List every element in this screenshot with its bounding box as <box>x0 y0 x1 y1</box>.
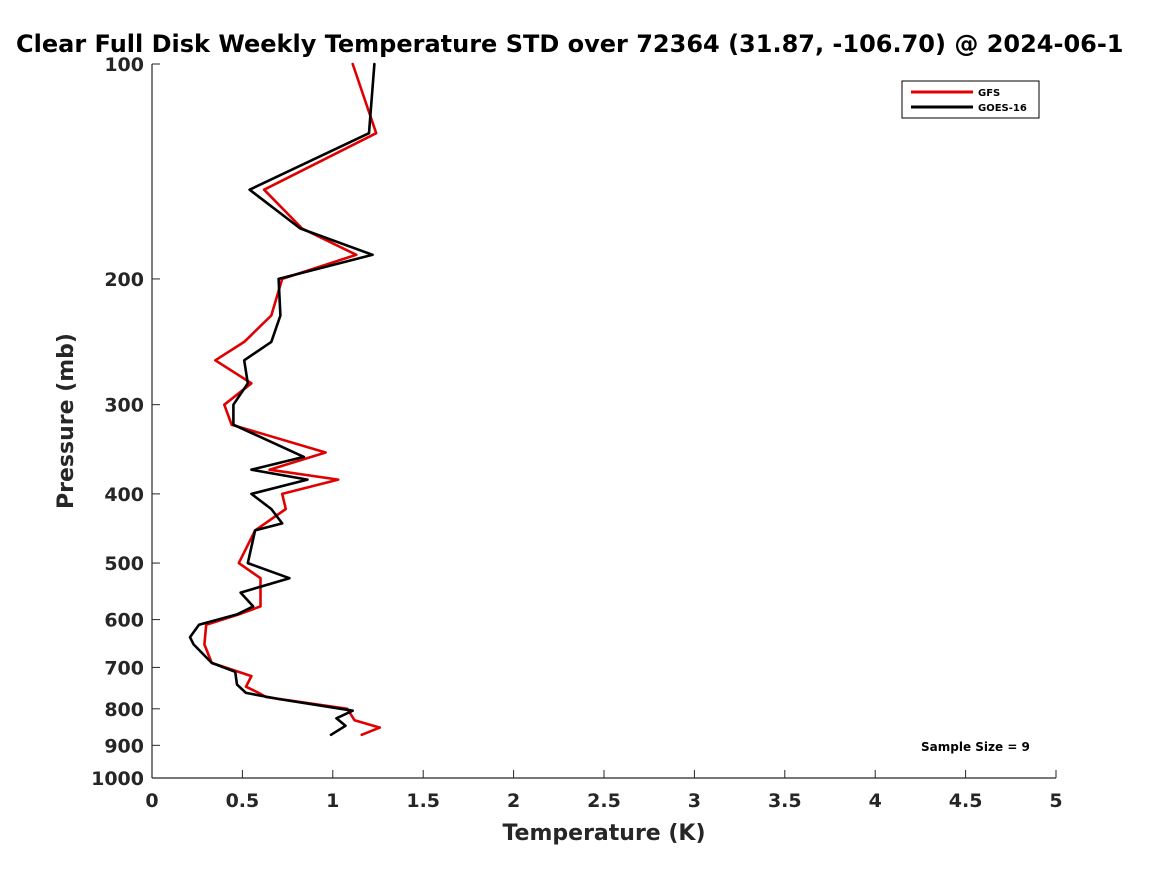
legend: GFS GOES-16 <box>901 80 1040 119</box>
x-tick-label: 5 <box>1049 790 1062 812</box>
y-tick-label: 300 <box>104 395 144 417</box>
x-tick-label: 0 <box>145 790 158 812</box>
x-tick-label: 4 <box>869 790 882 812</box>
y-tick-label: 700 <box>104 657 144 679</box>
y-tick-label: 1000 <box>91 768 144 790</box>
x-tick-label: 3 <box>688 790 701 812</box>
legend-box <box>901 80 1040 119</box>
x-tick-label: 4.5 <box>949 790 983 812</box>
chart-title: Clear Full Disk Weekly Temperature STD o… <box>16 30 1124 58</box>
x-tick-label: 2 <box>507 790 520 812</box>
y-tick-label: 200 <box>104 269 144 291</box>
legend-label-goes16: GOES-16 <box>978 103 1027 114</box>
x-tick-label: 1 <box>326 790 339 812</box>
x-tick-label: 3.5 <box>768 790 802 812</box>
x-tick-label: 0.5 <box>226 790 260 812</box>
series-line-goes16 <box>188 62 376 737</box>
y-axis: 100 200 300 400 500 600 700 800 900 1000 <box>91 54 160 790</box>
y-tick-label: 800 <box>104 699 144 721</box>
y-tick-label: 600 <box>104 610 144 632</box>
series-line-gfs <box>203 62 382 737</box>
x-axis-label: Temperature (K) <box>502 821 705 846</box>
y-axis-label: Pressure (mb) <box>54 333 79 509</box>
legend-label-gfs: GFS <box>978 88 1000 99</box>
y-tick-label: 100 <box>104 54 144 76</box>
y-tick-label: 500 <box>104 553 144 575</box>
x-tick-label: 1.5 <box>406 790 440 812</box>
y-tick-label: 400 <box>104 484 144 506</box>
series-lines <box>188 62 382 737</box>
y-tick-label: 900 <box>104 735 144 757</box>
sample-size-annotation: Sample Size = 9 <box>921 740 1030 754</box>
x-tick-label: 2.5 <box>587 790 621 812</box>
x-axis: 0 0.5 1 1.5 2 2.5 3 3.5 4 4.5 5 <box>145 770 1063 812</box>
